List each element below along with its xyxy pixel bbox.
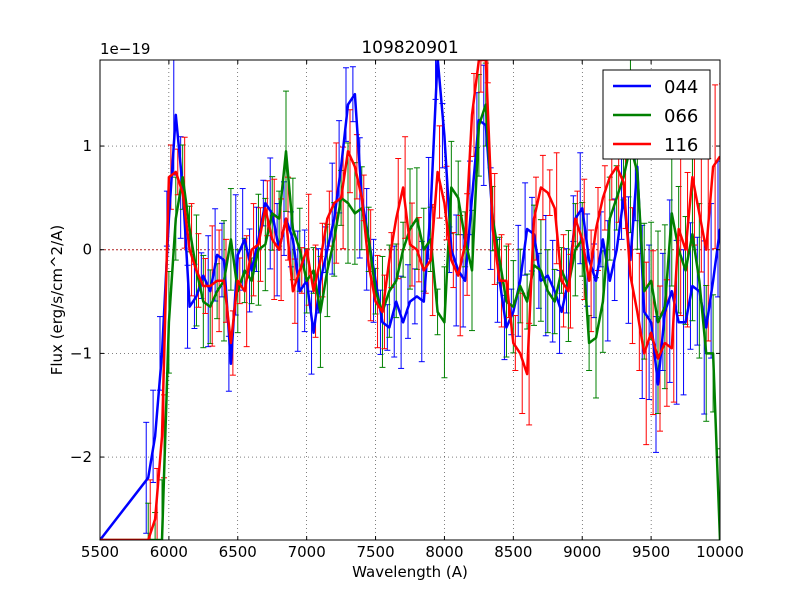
error-bar-044 [301,229,308,333]
error-bar-066 [717,448,720,540]
error-bar-116 [601,165,608,231]
series-lines [100,60,720,540]
y-tick-label: 1 [82,137,92,155]
error-bar-116 [436,125,443,219]
error-bar-044 [349,66,356,123]
error-bar-044 [246,228,253,313]
chart-title: 109820901 [361,38,458,58]
x-tick-label: 9500 [632,543,670,561]
error-bar-044 [549,239,556,343]
error-bar-116 [684,171,691,328]
x-tick-label: 7500 [356,543,394,561]
x-tick-label: 7000 [288,543,326,561]
error-bar-116 [643,261,650,446]
legend-label-066: 066 [664,106,698,127]
error-bar-116 [560,234,567,328]
error-bar-116 [512,315,519,371]
ticks [99,60,721,540]
x-tick-label: 9000 [563,543,601,561]
error-bar-044 [515,224,522,337]
error-bar-116 [257,207,264,282]
error-bar-116 [243,235,250,348]
x-tick-label: 6000 [150,543,188,561]
x-axis-label: Wavelength (A) [352,563,468,581]
error-bar-116 [147,479,154,540]
error-bar-044 [150,389,157,483]
error-bar-116 [553,152,560,265]
error-bar-116 [546,169,553,217]
y-tick-label: 0 [82,241,92,259]
y-tick-label: −1 [70,344,92,362]
x-tick-label: 10000 [696,543,744,561]
legend-label-044: 044 [664,77,698,98]
y-axis-label: Flux (erg/s/cm^2/A) [48,225,66,376]
x-tick-label: 6500 [219,543,257,561]
series-line-116 [100,60,720,540]
y-offset-label: 1e−19 [100,40,150,58]
legend-label-116: 116 [664,135,698,156]
error-bar-044 [205,235,212,348]
tick-labels: 5500 6000 6500 7000 7500 8000 8500 9000 9500 1000… [70,137,744,561]
y-tick-label: −2 [70,448,92,466]
error-bar-116 [271,178,278,300]
legend-entries: 044 066 116 [613,77,698,156]
legend: 044 066 116 [602,69,711,160]
error-bar-116 [374,254,381,349]
x-tick-label: 5500 [81,543,119,561]
error-bar-116 [195,233,202,308]
x-tick-label: 8000 [425,543,463,561]
error-bar-116 [477,60,484,93]
x-tick-label: 8500 [494,543,532,561]
error-bar-116 [367,209,374,322]
plot-frame [99,59,721,541]
